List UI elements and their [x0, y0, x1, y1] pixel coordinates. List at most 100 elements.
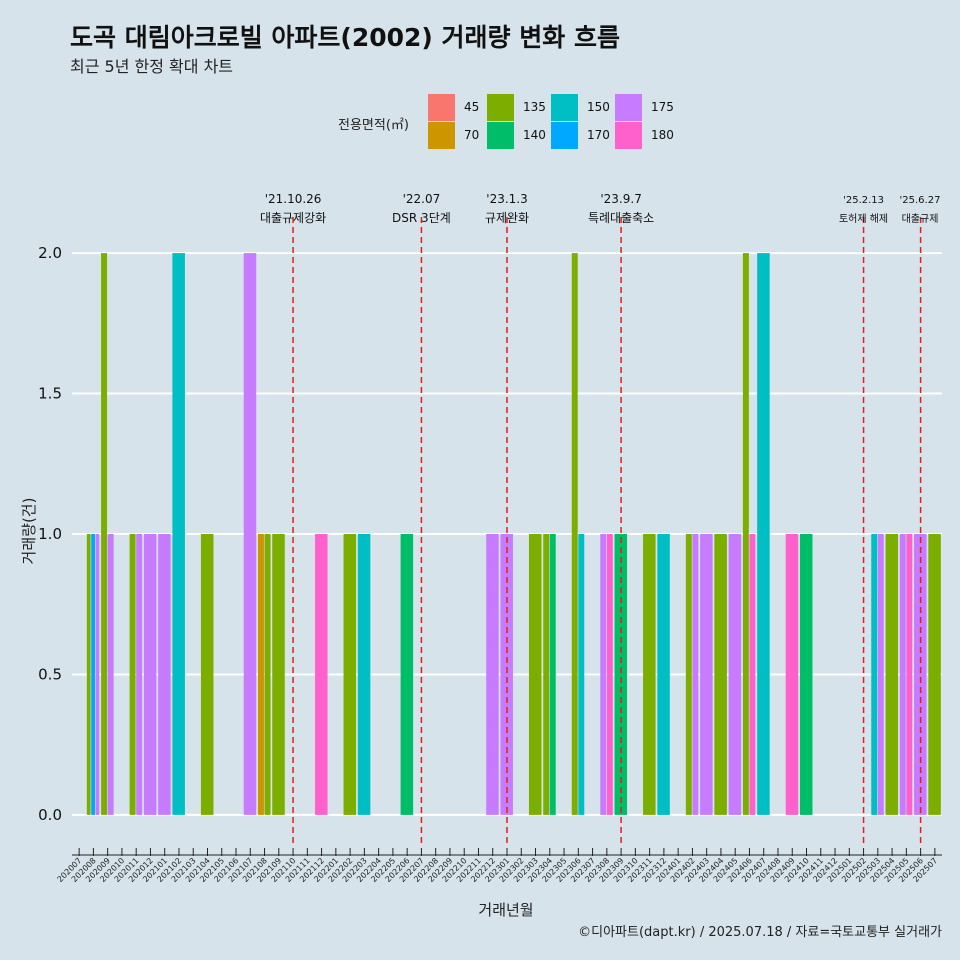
event-date: '21.10.26: [265, 192, 322, 206]
bar: [600, 534, 607, 815]
legend-swatch: [487, 121, 514, 149]
bar: [243, 253, 257, 815]
bar: [914, 534, 927, 815]
legend-label: 170: [587, 128, 610, 142]
bar: [714, 534, 727, 815]
bar: [906, 534, 913, 815]
y-tick-label: 2.0: [38, 244, 62, 262]
bar: [143, 534, 157, 815]
legend-swatch: [551, 121, 578, 149]
event-label: 대출규제: [902, 213, 939, 225]
bar: [257, 534, 264, 815]
legend-item: 175: [615, 93, 674, 121]
bar: [86, 534, 91, 815]
legend-swatch: [487, 93, 514, 121]
event-date: '23.1.3: [486, 192, 527, 206]
legend-label: 45: [464, 100, 480, 114]
bar: [685, 534, 692, 815]
event-label: 규제완화: [485, 211, 529, 225]
legend-swatch: [615, 121, 642, 149]
legend-item: 45: [428, 93, 480, 121]
legend-item: 170: [551, 121, 610, 149]
bar: [543, 534, 550, 815]
bar: [757, 253, 770, 815]
event-date: '25.6.27: [900, 195, 941, 206]
legend-label: 175: [651, 100, 674, 114]
legend-swatch: [551, 93, 578, 121]
event-date: '25.2.13: [843, 195, 884, 206]
chart-subtitle: 최근 5년 한정 확대 차트: [70, 57, 234, 76]
bar: [657, 534, 670, 815]
legend-item: 140: [487, 121, 546, 149]
bar: [899, 534, 906, 815]
bar: [136, 534, 143, 815]
legend-swatch: [428, 93, 455, 121]
bar: [614, 534, 628, 815]
bar: [200, 534, 214, 815]
bar: [877, 534, 884, 815]
bar: [107, 534, 114, 815]
event-date: '22.07: [403, 192, 441, 206]
legend-item: 150: [551, 93, 610, 121]
y-tick-labels: 0.0 0.5 1.0 1.5 2.0: [38, 244, 62, 824]
x-axis: 2020072020082020092020102020112020122021…: [56, 848, 942, 884]
legend-label: 70: [464, 128, 480, 142]
event-label: 특례대출축소: [588, 211, 654, 225]
bar: [172, 253, 185, 815]
legend-item: 135: [487, 93, 546, 121]
y-tick-label: 0.5: [38, 665, 62, 683]
bar: [264, 534, 271, 815]
bar: [101, 253, 108, 815]
bar: [578, 534, 585, 815]
bar: [871, 534, 878, 815]
event-label: 토허제 해제: [839, 212, 888, 225]
chart-title: 도곡 대림아크로빌 아파트(2002) 거래량 변화 흐름: [70, 23, 620, 52]
bar: [571, 253, 578, 815]
bar: [885, 534, 899, 815]
event-markers: '21.10.26 대출규제강화 '22.07 DSR 3단계 '23.1.3 규제완화 '…: [260, 192, 941, 843]
bar: [785, 534, 799, 815]
bar: [500, 534, 513, 815]
bars: [86, 253, 941, 815]
y-tick-label: 1.5: [38, 385, 62, 403]
bar: [549, 534, 556, 815]
legend-item: 70: [428, 121, 480, 149]
bar: [749, 534, 756, 815]
legend-label: 150: [587, 100, 610, 114]
bar: [700, 534, 713, 815]
event-date: '23.9.7: [600, 192, 641, 206]
legend-label: 135: [523, 100, 546, 114]
bar: [799, 534, 813, 815]
bar: [742, 253, 749, 815]
event-label: DSR 3단계: [392, 211, 451, 225]
bar: [129, 534, 136, 815]
bar: [728, 534, 742, 815]
bar: [158, 534, 171, 815]
y-tick-label: 0.0: [38, 806, 62, 824]
bar: [400, 534, 414, 815]
legend-title: 전용면적(㎡): [338, 118, 409, 133]
bar: [692, 534, 699, 815]
bar: [528, 534, 542, 815]
legend-label: 180: [651, 128, 674, 142]
bar: [357, 534, 371, 815]
y-axis-title: 거래량(건): [20, 498, 38, 565]
x-axis-title: 거래년월: [478, 901, 533, 919]
legend-item: 180: [615, 121, 674, 149]
bar: [643, 534, 656, 815]
bar: [272, 534, 285, 815]
caption: ©디아파트(dapt.kr) / 2025.07.18 / 자료=국토교통부 실…: [578, 925, 942, 940]
legend-swatch: [428, 121, 455, 149]
legend-swatch: [615, 93, 642, 121]
y-tick-label: 1.0: [38, 525, 62, 543]
bar: [486, 534, 499, 815]
bar: [606, 534, 613, 815]
bar: [343, 534, 357, 815]
bar: [315, 534, 328, 815]
bar: [95, 534, 100, 815]
legend-label: 140: [523, 128, 546, 142]
bar: [91, 534, 95, 815]
event-label: 대출규제강화: [260, 211, 326, 225]
